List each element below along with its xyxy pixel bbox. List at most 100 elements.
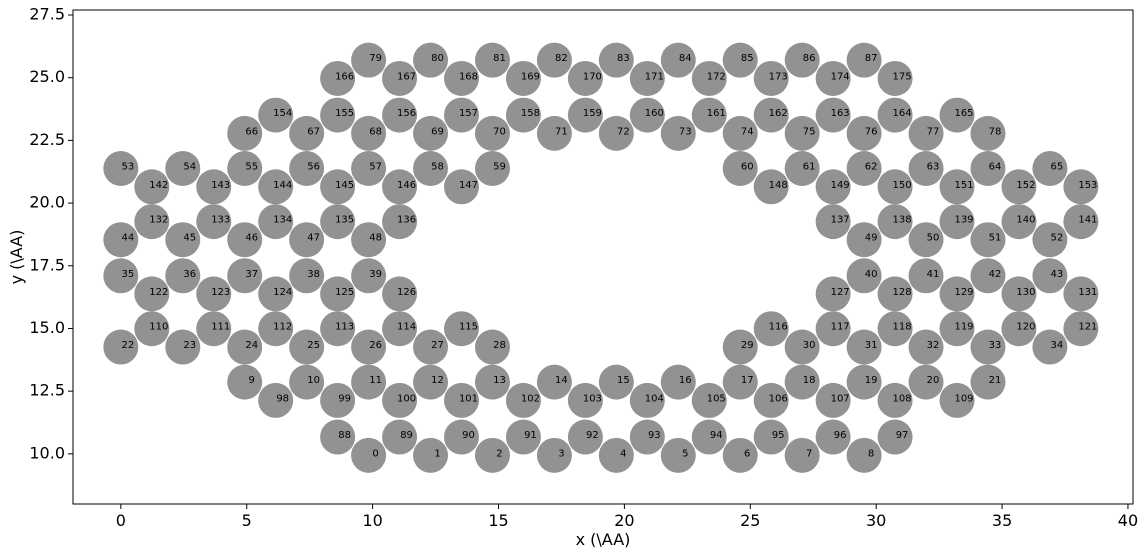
atom-marker-32 <box>908 329 944 365</box>
atom-marker-27 <box>413 329 449 365</box>
atom-marker-59 <box>474 150 510 186</box>
atom-label-128: 128 <box>893 287 912 298</box>
atom-marker-105 <box>691 382 727 418</box>
atom-label-43: 43 <box>1051 269 1064 280</box>
atom-marker-121 <box>1063 311 1099 347</box>
atom-label-68: 68 <box>369 126 382 137</box>
atom-label-94: 94 <box>710 430 723 441</box>
atom-label-29: 29 <box>741 340 754 351</box>
atom-marker-84 <box>660 42 696 78</box>
atom-label-170: 170 <box>583 71 602 82</box>
atom-label-20: 20 <box>927 375 940 386</box>
atom-marker-9 <box>227 364 263 400</box>
atom-label-79: 79 <box>369 53 382 64</box>
x-tick-label: 5 <box>242 511 252 530</box>
atom-label-130: 130 <box>1016 287 1035 298</box>
atom-marker-111 <box>196 311 232 347</box>
atom-marker-148 <box>753 169 789 205</box>
atom-marker-8 <box>846 437 882 473</box>
y-tick-label: 25.0 <box>29 67 65 86</box>
atom-label-97: 97 <box>896 430 909 441</box>
atom-label-100: 100 <box>397 393 416 404</box>
atom-marker-36 <box>165 258 201 294</box>
atom-marker-115 <box>443 311 479 347</box>
atom-label-32: 32 <box>927 340 940 351</box>
atom-label-38: 38 <box>307 269 320 280</box>
atom-label-22: 22 <box>121 340 134 351</box>
atom-label-18: 18 <box>803 375 816 386</box>
atom-marker-12 <box>413 364 449 400</box>
atom-marker-78 <box>970 115 1006 151</box>
atom-label-145: 145 <box>335 180 354 191</box>
atom-marker-130 <box>1001 276 1037 312</box>
atom-marker-23 <box>165 329 201 365</box>
atom-marker-1 <box>413 437 449 473</box>
atom-marker-77 <box>908 115 944 151</box>
atom-label-19: 19 <box>865 375 878 386</box>
atom-label-77: 77 <box>927 126 940 137</box>
atom-marker-17 <box>722 364 758 400</box>
x-tick-label: 20 <box>614 511 634 530</box>
atom-marker-128 <box>877 276 913 312</box>
atom-label-53: 53 <box>121 161 134 172</box>
atom-marker-31 <box>846 329 882 365</box>
atom-label-134: 134 <box>273 215 292 226</box>
atom-label-172: 172 <box>707 71 726 82</box>
atom-label-75: 75 <box>803 126 816 137</box>
atom-marker-120 <box>1001 311 1037 347</box>
atom-marker-47 <box>289 222 325 258</box>
atom-label-76: 76 <box>865 126 878 137</box>
atom-marker-39 <box>351 258 387 294</box>
atom-label-83: 83 <box>617 53 630 64</box>
atom-marker-13 <box>474 364 510 400</box>
atom-label-86: 86 <box>803 53 816 64</box>
atom-marker-26 <box>351 329 387 365</box>
atom-marker-58 <box>413 150 449 186</box>
atom-marker-10 <box>289 364 325 400</box>
atom-marker-99 <box>320 382 356 418</box>
atom-label-12: 12 <box>431 375 444 386</box>
atom-marker-140 <box>1001 204 1037 240</box>
atom-label-175: 175 <box>893 71 912 82</box>
atom-marker-92 <box>567 419 603 455</box>
atom-label-160: 160 <box>645 108 664 119</box>
atom-label-104: 104 <box>645 393 664 404</box>
x-axis: 0 5 10 15 20 25 30 35 40 <box>116 504 1138 530</box>
atom-label-72: 72 <box>617 126 630 137</box>
atom-label-50: 50 <box>927 233 940 244</box>
atom-marker-123 <box>196 276 232 312</box>
atom-marker-145 <box>320 169 356 205</box>
atom-label-150: 150 <box>893 180 912 191</box>
atom-label-16: 16 <box>679 375 692 386</box>
atom-marker-57 <box>351 150 387 186</box>
atom-marker-162 <box>753 97 789 133</box>
atom-marker-122 <box>134 276 170 312</box>
y-tick-label: 10.0 <box>29 443 65 462</box>
atom-marker-18 <box>784 364 820 400</box>
atom-marker-170 <box>567 60 603 96</box>
atom-label-73: 73 <box>679 126 692 137</box>
atom-marker-25 <box>289 329 325 365</box>
x-tick-label: 10 <box>362 511 382 530</box>
atom-label-24: 24 <box>245 340 258 351</box>
atom-marker-142 <box>134 169 170 205</box>
atom-label-165: 165 <box>954 108 973 119</box>
atom-marker-98 <box>258 382 294 418</box>
atom-label-54: 54 <box>183 161 196 172</box>
atom-marker-6 <box>722 437 758 473</box>
atom-label-149: 149 <box>831 180 850 191</box>
atom-marker-7 <box>784 437 820 473</box>
atom-marker-83 <box>598 42 634 78</box>
atom-marker-153 <box>1063 169 1099 205</box>
atom-label-1: 1 <box>434 448 440 459</box>
atom-marker-74 <box>722 115 758 151</box>
atom-marker-85 <box>722 42 758 78</box>
atom-marker-136 <box>382 204 418 240</box>
atom-label-36: 36 <box>183 269 196 280</box>
atom-label-28: 28 <box>493 340 506 351</box>
atom-marker-3 <box>536 437 572 473</box>
atom-marker-149 <box>815 169 851 205</box>
atom-label-106: 106 <box>769 393 788 404</box>
atom-label-169: 169 <box>521 71 540 82</box>
